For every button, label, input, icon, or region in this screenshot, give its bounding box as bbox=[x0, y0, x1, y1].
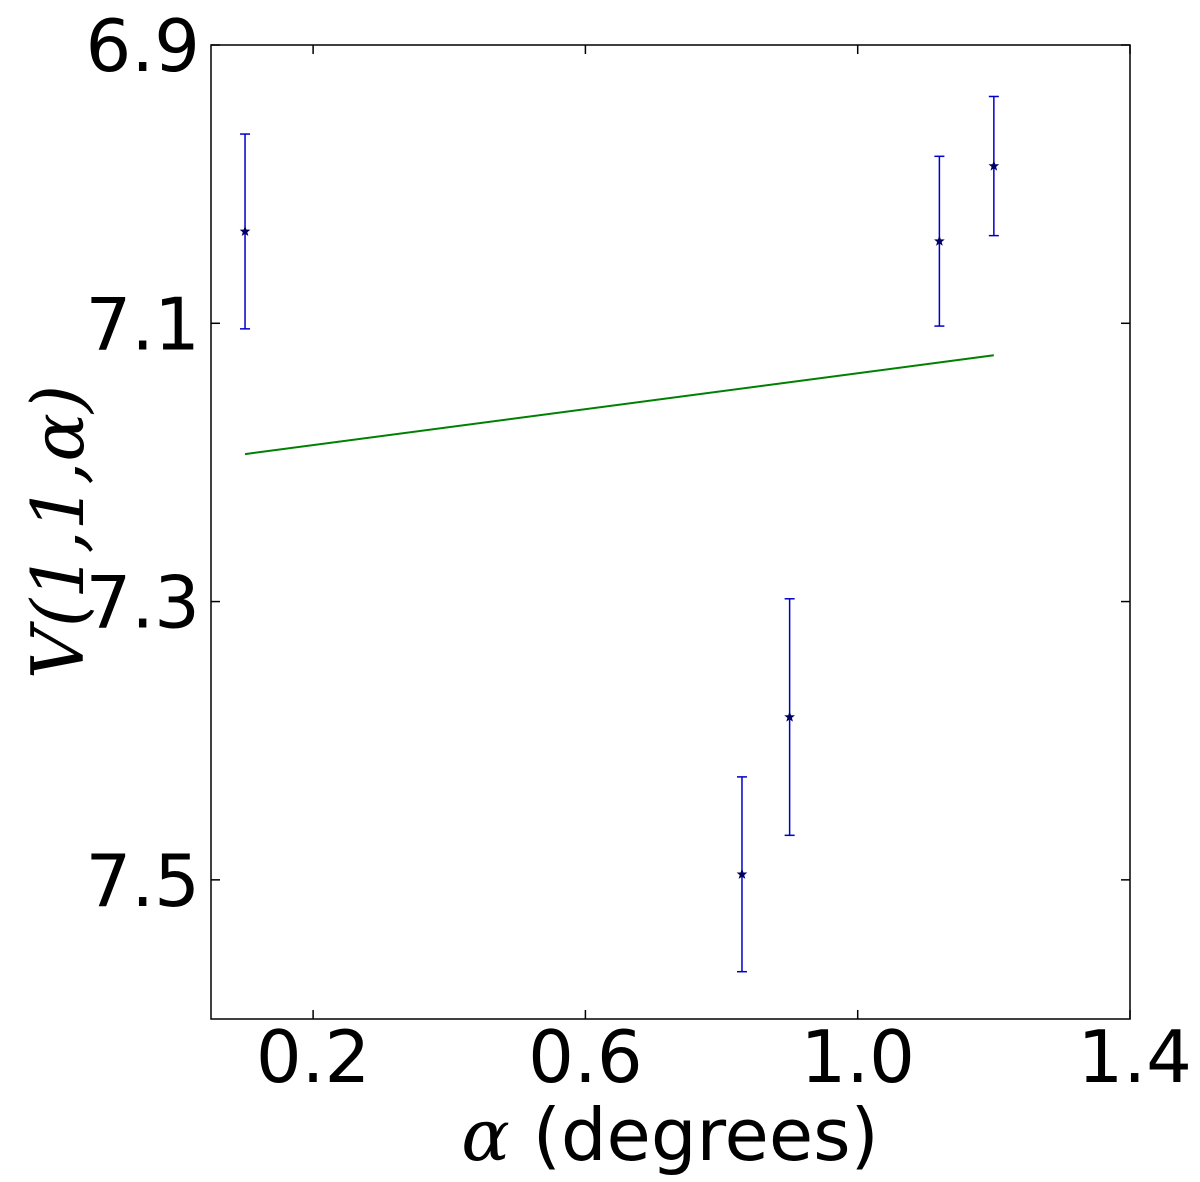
x-axis-label: α (degrees) bbox=[461, 1093, 879, 1177]
x-tick-label: 0.2 bbox=[256, 1015, 371, 1099]
star-marker bbox=[239, 225, 251, 237]
y-tick-labels: 6.9 7.1 7.3 7.5 bbox=[85, 4, 200, 923]
data-point bbox=[736, 776, 748, 973]
y-tick-label: 6.9 bbox=[85, 4, 200, 88]
x-axis-text: (degrees) bbox=[510, 1093, 879, 1177]
data-point bbox=[988, 95, 1000, 237]
star-marker bbox=[988, 160, 1000, 171]
star-marker bbox=[784, 711, 795, 722]
plot-frame bbox=[210, 44, 1131, 1020]
y-tick-label: 7.5 bbox=[85, 839, 200, 923]
x-tick-labels: 0.2 0.6 1.0 1.4 bbox=[256, 1015, 1192, 1099]
data-point bbox=[239, 133, 251, 330]
plot-area bbox=[211, 45, 1130, 1019]
fit-line bbox=[244, 354, 994, 456]
x-tick-label: 1.0 bbox=[800, 1015, 915, 1099]
star-marker bbox=[736, 868, 748, 879]
series-layer bbox=[239, 95, 1000, 973]
x-tick-label: 1.4 bbox=[1077, 1015, 1192, 1099]
y-tick-label: 7.3 bbox=[85, 561, 200, 645]
x-tick-label: 0.6 bbox=[528, 1015, 643, 1099]
axis-ticks bbox=[211, 44, 1131, 1019]
y-axis-label: V(1,1,α) bbox=[16, 385, 100, 679]
data-point bbox=[784, 598, 795, 837]
x-axis-symbol: α bbox=[461, 1093, 510, 1177]
data-point bbox=[934, 155, 945, 327]
y-tick-label: 7.1 bbox=[85, 282, 200, 366]
star-marker bbox=[934, 235, 945, 246]
